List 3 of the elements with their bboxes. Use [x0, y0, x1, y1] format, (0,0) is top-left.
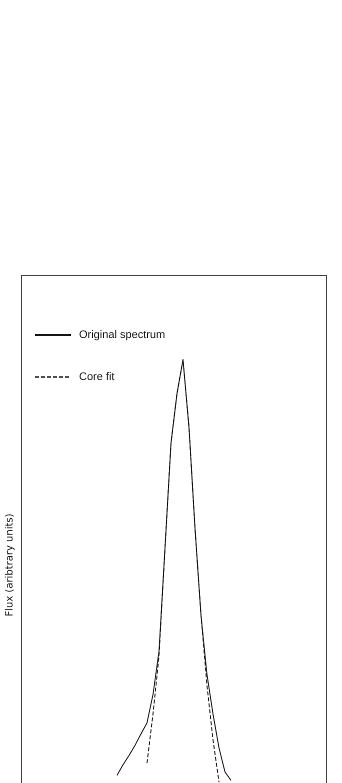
legend-label: Core fit	[79, 371, 114, 384]
legend-label: Original spectrum	[79, 329, 166, 342]
y-axis-title: Flux (aribtrary units)	[4, 513, 16, 617]
